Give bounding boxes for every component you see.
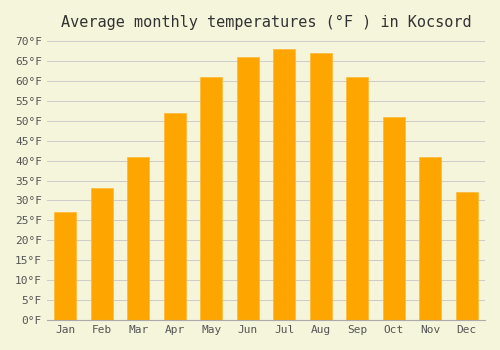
Bar <box>200 77 222 320</box>
Bar <box>127 156 149 320</box>
Title: Average monthly temperatures (°F ) in Kocsord: Average monthly temperatures (°F ) in Ko… <box>60 15 471 30</box>
Bar <box>54 212 76 320</box>
Bar <box>273 49 295 320</box>
Bar <box>346 77 368 320</box>
Bar <box>383 117 404 320</box>
Bar <box>90 189 112 320</box>
Bar <box>420 156 441 320</box>
Bar <box>236 57 258 320</box>
Bar <box>310 53 332 320</box>
Bar <box>456 193 477 320</box>
Bar <box>164 113 186 320</box>
